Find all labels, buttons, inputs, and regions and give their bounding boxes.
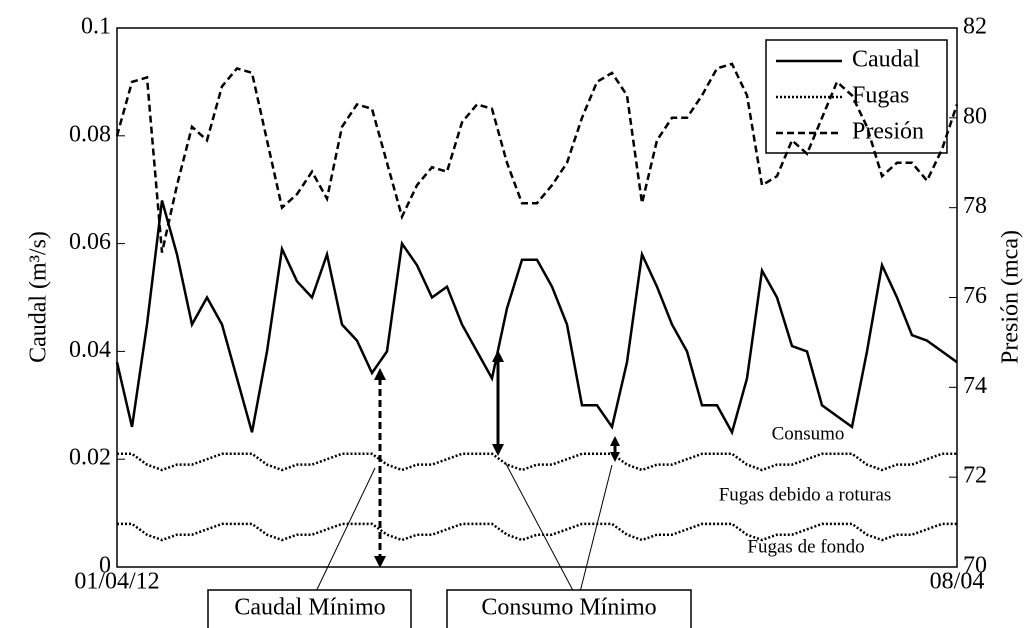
y2-tick-label: 74: [963, 373, 987, 399]
annotation-arrows: [311, 350, 620, 601]
y2-tick-label: 78: [963, 193, 987, 219]
x-tick-label: 01/04/12: [74, 569, 159, 595]
arrow-heads: [492, 350, 504, 456]
y2-tick-label: 70: [963, 553, 987, 579]
leader-line: [577, 464, 613, 601]
y2-axis-label: Presión (mca): [998, 230, 1024, 364]
series-line: [115, 200, 958, 436]
y-tick-label: 0.02: [69, 445, 111, 471]
y-tick-label: 0: [99, 553, 111, 579]
y2-tick-label: 76: [963, 283, 987, 309]
annotation-box: [207, 589, 412, 628]
annotation: Consumo Mínimo: [481, 595, 656, 621]
series-line: [117, 522, 957, 542]
annotation: Consumo: [772, 423, 845, 444]
y2-tick-label: 80: [963, 103, 987, 129]
y-tick-label: 0.06: [69, 229, 111, 255]
series-line: [115, 62, 959, 253]
annotation: Fugas debido a roturas: [719, 484, 892, 505]
y-axis-label: Caudal (m³/s): [26, 231, 52, 363]
legend-label: Fugas: [852, 83, 909, 109]
legend-label: Presión: [852, 119, 924, 145]
leader-line: [504, 461, 579, 601]
legend-label: Caudal: [852, 47, 920, 73]
y-tick-label: 0.08: [69, 121, 111, 147]
y2-tick-label: 82: [963, 14, 987, 40]
y-tick-label: 0.04: [69, 337, 111, 363]
annotation-box: [446, 589, 692, 628]
annotation: Fugas de fondo: [747, 536, 864, 557]
y2-tick-label: 72: [963, 463, 987, 489]
leader-line: [311, 467, 376, 601]
annotation: Caudal Mínimo: [234, 595, 385, 621]
series-line: [117, 452, 957, 472]
y-tick-label: 0.1: [81, 14, 111, 40]
x-tick-label: 08/04: [930, 569, 985, 595]
